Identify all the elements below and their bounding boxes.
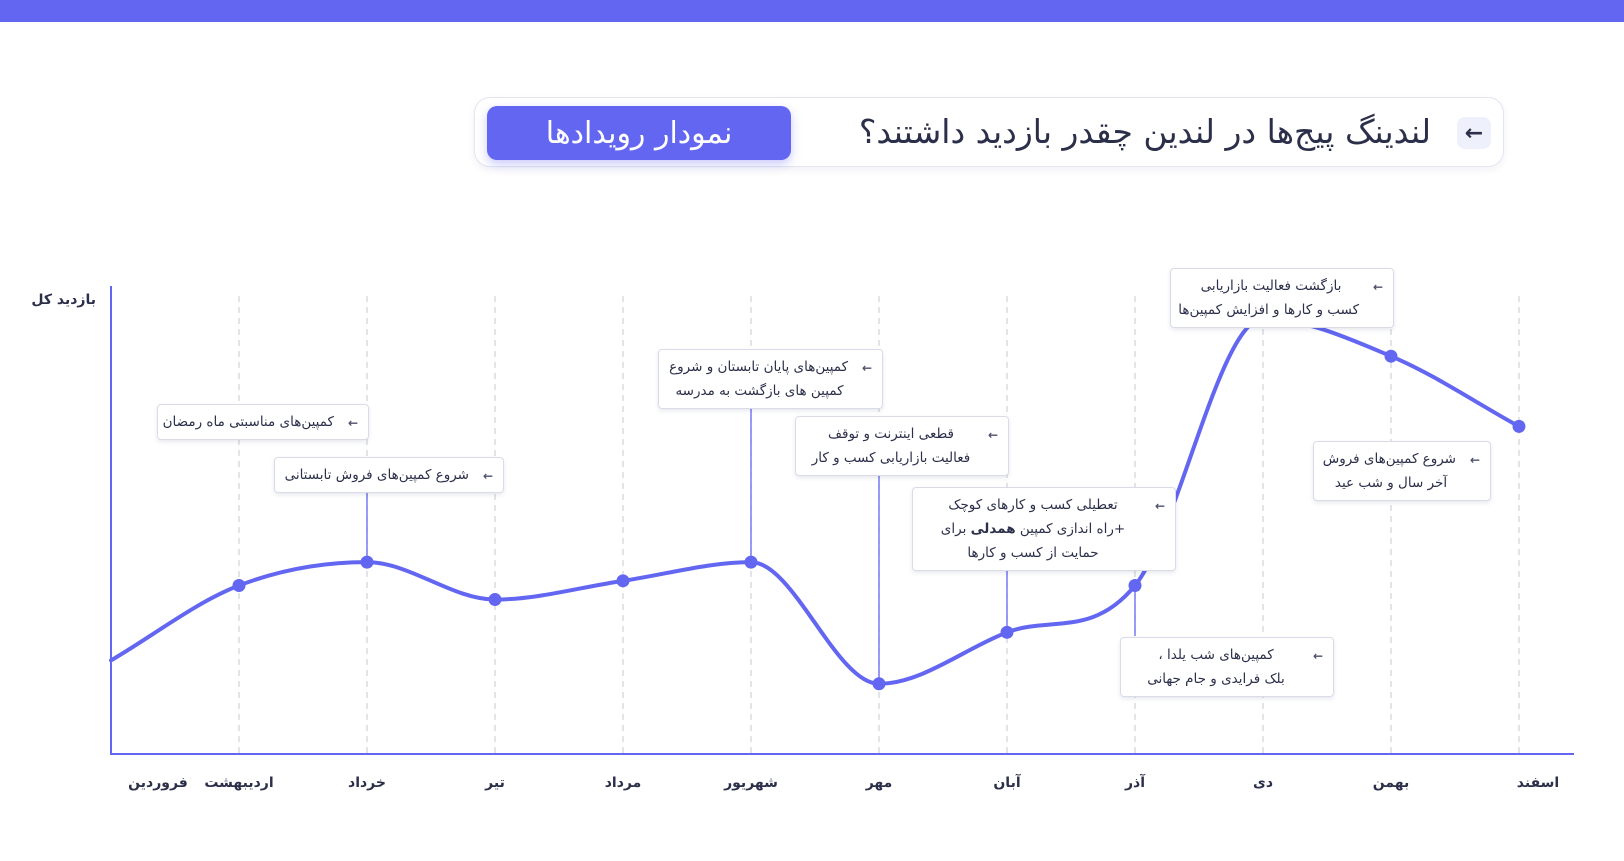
data-point-6[interactable] [872, 677, 886, 691]
data-point-2[interactable] [360, 555, 374, 569]
x-tick-label: دی [1253, 775, 1273, 791]
annotation-text: +راه اندازی کمپین همدلی برای [940, 521, 1126, 537]
arrow-icon: ← [347, 416, 358, 430]
annotation-box: ← قطعی اینترنت و توقف فعالیت بازاریابی کسب… [795, 416, 1009, 476]
arrow-icon: ← [1469, 453, 1480, 467]
annotation-box: ← کمپین‌های پایان تابستان و شروع کمپین های… [658, 349, 883, 409]
chart-title: لندینگ پیج‌ها در لندین چقدر بازدید داشتن… [858, 112, 1431, 151]
y-axis-label: بازدید کل [31, 292, 96, 308]
arrow-icon: ← [861, 361, 872, 375]
events-chart-button[interactable]: نمودار رویدادها [487, 106, 791, 160]
x-tick-label: خرداد [348, 775, 386, 791]
annotation-text: شروع کمپین‌های فروش تابستانی [284, 467, 469, 483]
x-tick-label: بهمن [1373, 775, 1409, 791]
annotation-text: کسب و کارها و افزایش کمپین‌ها [1178, 302, 1359, 318]
x-tick-label: مرداد [605, 775, 642, 791]
annotation-text: بلک فرایدی و جام جهانی [1147, 671, 1285, 687]
x-tick-label: فروردین [128, 775, 188, 791]
title-card: ← لندینگ پیج‌ها در لندین چقدر بازدید داش… [474, 97, 1504, 167]
data-point-5[interactable] [744, 555, 758, 569]
arrow-icon: ← [987, 428, 998, 442]
data-point-11[interactable] [1512, 419, 1526, 433]
arrow-icon: ← [1154, 499, 1165, 513]
annotation-text: کمپین های بازگشت به مدرسه [675, 383, 844, 399]
data-point-7[interactable] [1000, 625, 1014, 639]
annotation-text: تعطیلی کسب و کارهای کوچک [948, 497, 1118, 513]
data-point-10[interactable] [1384, 349, 1398, 363]
annotation-text: آخر سال و شب عید [1334, 475, 1448, 491]
data-point-1[interactable] [232, 579, 246, 593]
annotation-text: کمپین‌های شب یلدا ، [1158, 647, 1274, 663]
annotation-box: ← کمپین‌های شب یلدا ، بلک فرایدی و جام جها… [1120, 637, 1334, 697]
annotation-text: قطعی اینترنت و توقف [828, 426, 954, 442]
annotation-box: ← تعطیلی کسب و کارهای کوچک +راه اندازی کمپ… [912, 487, 1176, 571]
annotation-stems [366, 318, 1264, 684]
arrow-icon: ← [1372, 280, 1383, 294]
arrow-icon: ← [482, 469, 493, 483]
x-tick-label: اردیبهشت [204, 775, 273, 791]
x-tick-label: شهریور [723, 775, 778, 791]
annotation-text: فعالیت بازاریابی کسب و کار [811, 450, 971, 466]
annotation-text: کمپین‌های پایان تابستان و شروع [669, 359, 848, 375]
x-tick-label: تیر [484, 775, 505, 791]
annotation-text: بازگشت فعالیت بازاریابی [1200, 278, 1342, 294]
annotation-text: کمپین‌های مناسبتی ماه رمضان [162, 414, 334, 430]
x-tick-labels: فروردین اردیبهشت خرداد تیر مرداد شهریور مهر آبا… [128, 773, 1559, 791]
arrow-icon: ← [1312, 649, 1323, 663]
x-tick-label: آذر [1124, 773, 1146, 791]
back-arrow-icon[interactable]: ← [1457, 117, 1491, 149]
top-accent-bar [0, 0, 1624, 22]
annotation-box: ← بازگشت فعالیت بازاریابی کسب و کارها و اف… [1170, 268, 1394, 328]
x-tick-label: آبان [993, 773, 1021, 791]
data-point-4[interactable] [616, 574, 630, 588]
annotation-box: ← شروع کمپین‌های فروش تابستانی [274, 457, 504, 493]
data-point-3[interactable] [488, 593, 502, 607]
annotation-box: ← کمپین‌های مناسبتی ماه رمضان [157, 404, 369, 440]
annotation-text: حمایت از کسب و کارها [967, 545, 1099, 561]
x-tick-label: اسفند [1517, 775, 1559, 791]
data-point-8[interactable] [1128, 579, 1142, 593]
annotation-text: شروع کمپین‌های فروش [1322, 451, 1456, 467]
annotation-box: ← شروع کمپین‌های فروش آخر سال و شب عید [1313, 441, 1491, 501]
x-tick-label: مهر [865, 775, 893, 791]
